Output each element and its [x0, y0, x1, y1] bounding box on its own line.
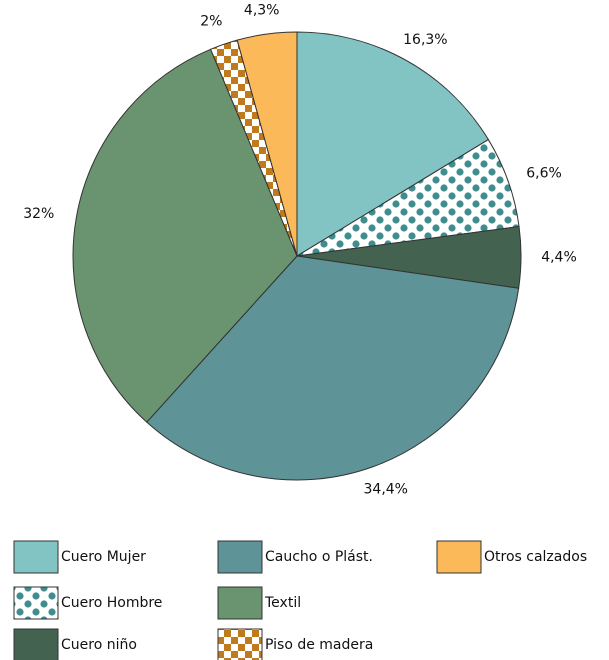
- legend-label: Piso de madera: [265, 637, 373, 653]
- value-label: 6,6%: [526, 165, 562, 181]
- legend-swatch: [13, 628, 59, 660]
- legend-swatch: [436, 540, 482, 574]
- value-label: 4,4%: [541, 250, 577, 266]
- legend-swatch: [217, 628, 263, 660]
- pie-slice: [296, 31, 490, 257]
- value-label: 34,4%: [364, 481, 408, 497]
- legend-swatch: [13, 540, 59, 574]
- legend-label: Cuero niño: [61, 637, 137, 653]
- legend-label: Otros calzados: [484, 549, 587, 565]
- value-label: 32%: [23, 206, 54, 222]
- value-label: 2%: [200, 14, 222, 30]
- value-label: 16,3%: [403, 32, 447, 48]
- pie-slice: [146, 255, 520, 481]
- legend-swatch: [217, 586, 263, 620]
- legend-label: Cuero Mujer: [61, 549, 146, 565]
- legend-label: Textil: [264, 595, 301, 611]
- legend-label: Caucho o Plást.: [265, 549, 373, 565]
- pie-slice: [236, 31, 298, 257]
- legend-label: Cuero Hombre: [61, 595, 162, 611]
- value-label: 4,3%: [244, 2, 280, 18]
- legend-swatch: [13, 586, 59, 620]
- pie-slice: [72, 48, 298, 423]
- legend-swatch: [217, 540, 263, 574]
